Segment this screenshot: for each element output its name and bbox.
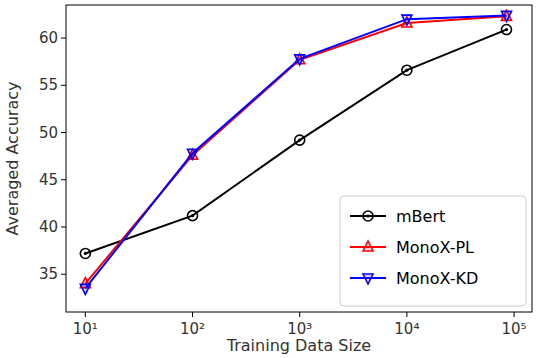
x-tick-label: 10⁴ [394,320,419,338]
marker-dot [84,252,87,255]
y-tick-label: 40 [39,218,58,236]
series-line [85,15,506,288]
data-point [502,25,512,35]
legend-label: MonoX-KD [396,269,478,288]
x-tick [299,312,300,317]
data-point [502,11,512,21]
legend-line [350,215,386,217]
data-point [188,149,198,159]
x-tick [514,312,515,317]
plot-frame [66,5,532,312]
legend-box [340,196,526,306]
x-tick [406,312,407,317]
marker-dot [366,214,369,217]
legend-marker [363,211,373,221]
marker-dot [505,28,508,31]
y-tick [61,132,66,133]
y-tick-label: 50 [39,124,58,142]
marker-ring [188,211,198,221]
marker-dot [405,69,408,72]
chart: 10¹10²10³10⁴10⁵354045505560Training Data… [0,0,540,358]
chart-container: 10¹10²10³10⁴10⁵354045505560Training Data… [0,0,540,358]
x-tick [192,312,193,317]
data-point [295,55,305,65]
plot-area [80,10,511,294]
data-point [80,248,90,258]
x-axis-label: Training Data Size [226,336,371,355]
y-axis-label: Averaged Accuracy [3,82,22,236]
legend-marker [363,241,373,251]
data-point [402,65,412,75]
series-line [85,16,506,283]
legend: mBert MonoX-PL MonoX-KD [340,196,526,306]
marker-ring [80,248,90,258]
y-tick [61,226,66,227]
data-point [80,284,90,294]
y-tick-label: 60 [39,29,58,47]
x-tick [85,312,86,317]
y-tick-label: 55 [39,76,58,94]
y-tick [61,179,66,180]
y-tick [61,274,66,275]
marker-ring [295,135,305,145]
data-point [402,15,412,25]
y-tick [61,38,66,39]
marker-ring [363,211,373,221]
x-tick-label: 10⁵ [502,320,527,338]
marker-dot [298,138,301,141]
marker-ring [502,25,512,35]
x-tick-label: 10¹ [73,320,98,338]
marker-ring [402,65,412,75]
y-tick-label: 45 [39,171,58,189]
x-tick-label: 10² [180,320,205,338]
data-point [295,135,305,145]
y-tick [61,85,66,86]
marker-dot [191,214,194,217]
legend-marker [363,274,373,284]
legend-label: mBert [396,207,445,226]
y-tick-label: 35 [39,265,58,283]
legend-label: MonoX-PL [396,238,474,257]
data-point [188,211,198,221]
